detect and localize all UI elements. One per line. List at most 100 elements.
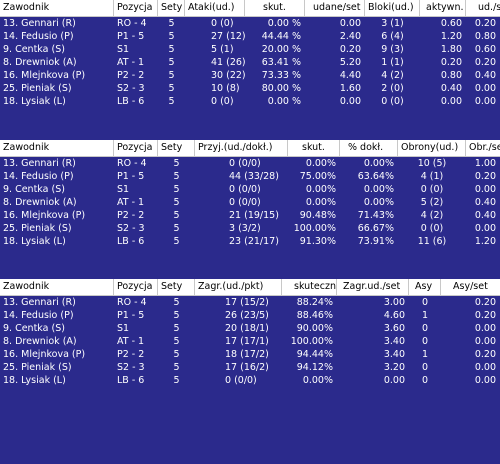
col-header-sets[interactable]: Sety xyxy=(158,279,195,295)
table-row[interactable]: 25. Pieniak (S) S2 - 3 5 3 (3/2) 100.00% 66.6… xyxy=(0,222,500,235)
table-row[interactable]: 8. Drewniok (A) AT - 1 5 17 (17/1) 100.00% 3.… xyxy=(0,335,500,348)
cell-attack-eff: 20.00 % xyxy=(261,44,301,55)
col-header-position[interactable]: Pozycja xyxy=(114,279,158,295)
cell-position: S1 xyxy=(117,323,130,334)
cell-aces-per-set: 0.20 xyxy=(474,310,496,321)
cell-accuracy: 63.64% xyxy=(357,171,394,182)
table-row[interactable]: 14. Fedusio (P) P1 - 5 5 26 (23/5) 88.46% 4.6… xyxy=(0,309,500,322)
col-header-attacks[interactable]: Ataki(ud.) xyxy=(185,0,245,16)
col-header-serve-eff[interactable]: skuteczn. xyxy=(282,279,337,295)
col-header-blocks-per-set[interactable]: ud./set xyxy=(478,2,500,13)
table-row[interactable]: 18. Lysiak (L) LB - 6 5 0 (0/0) 0.00% 0.00 0 0.… xyxy=(0,374,500,387)
col-header-player[interactable]: Zawodnik xyxy=(0,0,114,16)
table-row[interactable]: 14. Fedusio (P) P1 - 5 5 27 (12) 44.44 % 2.40… xyxy=(0,30,500,43)
table-row[interactable]: 13. Gennari (R) RO - 4 5 0 (0) 0.00 % 0.00 3 (… xyxy=(0,17,500,30)
cell-position: S1 xyxy=(117,44,130,55)
col-header-aces[interactable]: Asy xyxy=(409,279,441,295)
cell-sets: 5 xyxy=(168,83,175,94)
col-header-accuracy[interactable]: % dokł. xyxy=(340,140,398,156)
cell-sets: 5 xyxy=(168,57,175,68)
cell-aces-per-set: 0.00 xyxy=(474,336,496,347)
cell-digs-per-set: 1.00 xyxy=(474,158,496,169)
cell-blocks-per-set: 0.20 xyxy=(474,18,496,29)
cell-sets: 5 xyxy=(168,18,175,29)
cell-serve-success-per-set: 3.40 xyxy=(383,336,405,347)
cell-player: 18. Lysiak (L) xyxy=(3,375,66,386)
cell-receptions: 0 (0/0) xyxy=(229,184,261,195)
cell-serves: 0 (0/0) xyxy=(225,375,257,386)
cell-digs-per-set: 0.00 xyxy=(474,184,496,195)
col-header-success-per-set[interactable]: udane/set xyxy=(305,0,365,16)
table-row[interactable]: 16. Mlejnkova (P) P2 - 2 5 21 (19/15) 90.48%… xyxy=(0,209,500,222)
table-row[interactable]: 16. Mlejnkova (P) P2 - 2 5 30 (22) 73.33 % 4.… xyxy=(0,69,500,82)
cell-serve-success-per-set: 0.00 xyxy=(383,375,405,386)
cell-blocks-per-set: 0.80 xyxy=(474,31,496,42)
cell-position: RO - 4 xyxy=(117,158,147,169)
reception-stats-table: Zawodnik Pozycja Sety Przyj.(ud./dokł.) … xyxy=(0,140,500,248)
col-header-serve-success-per-set[interactable]: Zagr.ud./set xyxy=(337,279,409,295)
table-row[interactable]: 25. Pieniak (S) S2 - 3 5 10 (8) 80.00 % 1.60 2… xyxy=(0,82,500,95)
cell-player: 14. Fedusio (P) xyxy=(3,31,74,42)
cell-position: RO - 4 xyxy=(117,18,147,29)
col-header-serves[interactable]: Zagr.(ud./pkt) xyxy=(195,279,282,295)
table-row[interactable]: 8. Drewniok (A) AT - 1 5 41 (26) 63.41 % 5.20… xyxy=(0,56,500,69)
cell-sets: 5 xyxy=(173,375,180,386)
cell-attacks: 41 (26) xyxy=(211,57,245,68)
cell-aces-per-set: 0.00 xyxy=(474,375,496,386)
table-row[interactable]: 16. Mlejnkova (P) P2 - 2 5 18 (17/2) 94.44% 3… xyxy=(0,348,500,361)
table-row[interactable]: 9. Centka (S) S1 5 5 (1) 20.00 % 0.20 9 (3) 1.8… xyxy=(0,43,500,56)
table-row[interactable]: 18. Lysiak (L) LB - 6 5 23 (21/17) 91.30% 73.… xyxy=(0,235,500,248)
cell-accuracy: 0.00% xyxy=(363,158,394,169)
cell-sets: 5 xyxy=(173,310,180,321)
table-row[interactable]: 8. Drewniok (A) AT - 1 5 0 (0/0) 0.00% 0.00% 5… xyxy=(0,196,500,209)
cell-player: 16. Mlejnkova (P) xyxy=(3,210,86,221)
cell-aces-per-set: 0.00 xyxy=(474,362,496,373)
col-header-digs[interactable]: Obrony(ud.) xyxy=(398,140,466,156)
cell-digs: 11 (6) xyxy=(417,236,447,247)
table-row[interactable]: 9. Centka (S) S1 5 20 (18/1) 90.00% 3.60 0 0.00 xyxy=(0,322,500,335)
cell-aces-per-set: 0.20 xyxy=(474,297,496,308)
col-header-sets[interactable]: Sety xyxy=(158,140,195,156)
table-row[interactable]: 14. Fedusio (P) P1 - 5 5 44 (33/28) 75.00% 63… xyxy=(0,170,500,183)
cell-digs-per-set: 1.20 xyxy=(474,236,496,247)
col-header-attack-eff[interactable]: skut. xyxy=(245,0,305,16)
table-row[interactable]: 25. Pieniak (S) S2 - 3 5 17 (16/2) 94.12% 3.2… xyxy=(0,361,500,374)
table-row[interactable]: 13. Gennari (R) RO - 4 5 0 (0/0) 0.00% 0.00% 1… xyxy=(0,157,500,170)
cell-position: P1 - 5 xyxy=(117,171,145,182)
cell-digs-per-set: 0.20 xyxy=(474,171,496,182)
col-header-activity[interactable]: aktywn. xyxy=(420,0,466,16)
cell-receptions: 0 (0/0) xyxy=(229,158,261,169)
cell-player: 13. Gennari (R) xyxy=(3,158,76,169)
col-header-position[interactable]: Pozycja xyxy=(114,0,158,16)
cell-activity: 0.80 xyxy=(440,70,462,81)
cell-serves: 17 (16/2) xyxy=(225,362,269,373)
cell-digs-per-set: 0.40 xyxy=(474,197,496,208)
col-header-sets[interactable]: Sety xyxy=(158,0,185,16)
cell-blocks-per-set: 0.00 xyxy=(474,96,496,107)
col-header-digs-per-set[interactable]: Obr./set xyxy=(469,142,500,153)
col-header-receptions[interactable]: Przyj.(ud./dokł.) xyxy=(195,140,288,156)
table-row[interactable]: 18. Lysiak (L) LB - 6 5 0 (0) 0.00 % 0.00 0 (0… xyxy=(0,95,500,108)
cell-activity: 1.80 xyxy=(440,44,462,55)
table-row[interactable]: 9. Centka (S) S1 5 0 (0/0) 0.00% 0.00% 0 (0) 0.… xyxy=(0,183,500,196)
cell-sets: 5 xyxy=(168,31,175,42)
cell-sets: 5 xyxy=(173,336,180,347)
col-header-reception-eff[interactable]: skut. xyxy=(288,140,340,156)
table-row[interactable]: 13. Gennari (R) RO - 4 5 17 (15/2) 88.24% 3.0… xyxy=(0,296,500,309)
col-header-aces-per-set[interactable]: Asy/set xyxy=(453,281,488,292)
cell-player: 16. Mlejnkova (P) xyxy=(3,349,86,360)
cell-sets: 5 xyxy=(168,96,175,107)
col-header-player[interactable]: Zawodnik xyxy=(0,279,114,295)
cell-sets: 5 xyxy=(168,70,175,81)
col-header-position[interactable]: Pozycja xyxy=(114,140,158,156)
cell-blocks: 6 (4) xyxy=(381,31,404,42)
cell-blocks-per-set: 0.60 xyxy=(474,44,496,55)
cell-serves: 18 (17/2) xyxy=(225,349,269,360)
cell-attack-eff: 73.33 % xyxy=(261,70,301,81)
col-header-blocks[interactable]: Bloki(ud.) xyxy=(365,0,420,16)
cell-position: AT - 1 xyxy=(117,197,145,208)
cell-player: 16. Mlejnkova (P) xyxy=(3,70,86,81)
cell-blocks-per-set: 0.40 xyxy=(474,70,496,81)
col-header-player[interactable]: Zawodnik xyxy=(0,140,114,156)
cell-player: 8. Drewniok (A) xyxy=(3,57,77,68)
